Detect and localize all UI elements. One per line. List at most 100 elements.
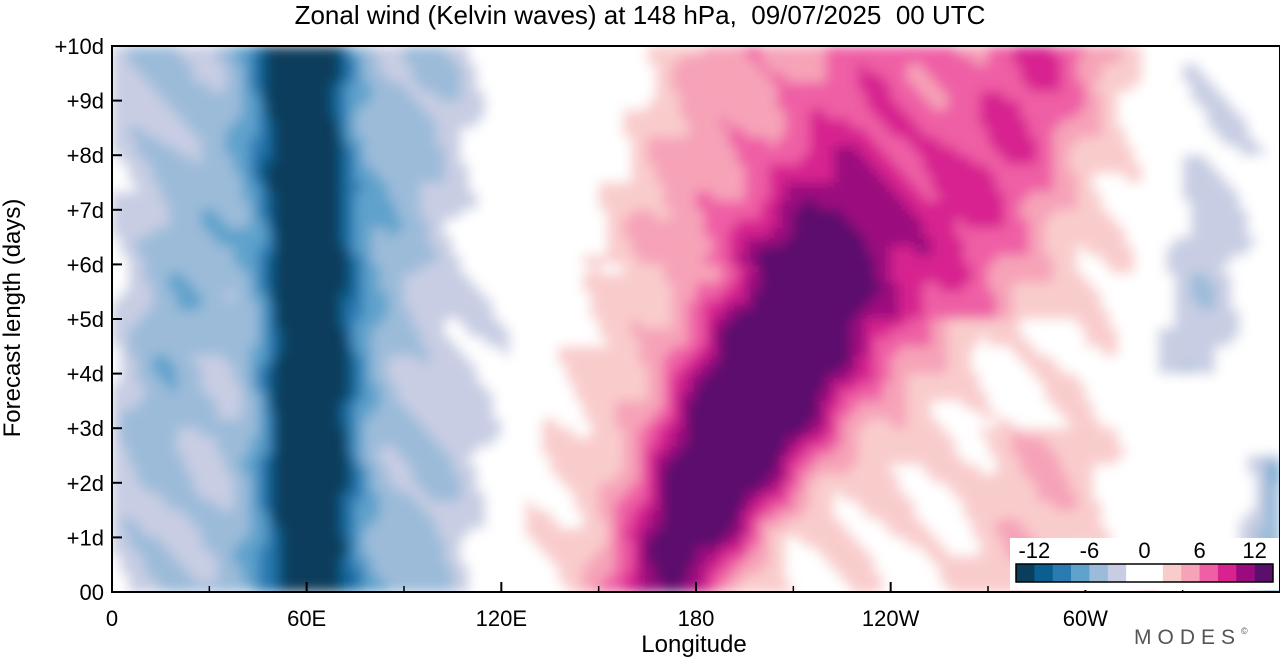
field-cell [1036, 64, 1046, 74]
field-cell [477, 100, 486, 111]
field-cell [793, 109, 803, 120]
field-cell [541, 264, 551, 275]
field-cell [696, 282, 705, 293]
field-cell [176, 173, 186, 184]
field-cell [1190, 337, 1200, 347]
field-cell [671, 200, 681, 211]
field-cell [671, 46, 681, 56]
field-cell [1101, 100, 1111, 111]
field-cell [898, 155, 908, 165]
field-cell [752, 191, 762, 202]
field-cell [1182, 228, 1192, 238]
field-cell [882, 273, 892, 284]
field-cell [152, 73, 162, 83]
field-cell [112, 246, 121, 256]
field-cell [1101, 118, 1111, 129]
field-cell [525, 191, 535, 202]
field-cell [850, 209, 859, 220]
field-cell [1174, 73, 1184, 83]
field-cell [1263, 264, 1273, 275]
field-cell [525, 82, 535, 93]
field-cell [1004, 246, 1013, 256]
field-cell [996, 191, 1005, 202]
field-cell [1052, 91, 1062, 102]
field-cell [931, 182, 940, 193]
field-cell [128, 182, 137, 193]
field-cell [582, 291, 592, 302]
field-cell [290, 355, 300, 366]
field-cell [412, 109, 421, 120]
field-cell [371, 64, 381, 74]
field-cell [420, 146, 429, 156]
field-cell [614, 264, 624, 275]
field-cell [1125, 73, 1135, 83]
field-cell [550, 264, 559, 275]
field-cell [339, 155, 348, 165]
field-cell [663, 264, 673, 275]
field-cell [631, 218, 640, 229]
field-cell [412, 64, 421, 74]
field-cell [825, 200, 835, 211]
field-cell [1158, 319, 1168, 329]
field-cell [306, 46, 316, 56]
field-cell [1101, 246, 1111, 256]
field-cell [639, 137, 648, 147]
field-cell [1271, 237, 1280, 247]
field-cell [1166, 273, 1176, 284]
field-cell [128, 109, 137, 120]
field-cell [996, 182, 1005, 193]
field-cell [833, 264, 843, 275]
field-cell [1158, 237, 1168, 247]
field-cell [266, 319, 275, 329]
field-cell [201, 109, 210, 120]
field-cell [258, 255, 267, 265]
field-cell [623, 319, 632, 329]
field-cell [1061, 173, 1070, 184]
field-cell [1271, 155, 1280, 165]
field-cell [1028, 200, 1038, 211]
field-cell [1158, 309, 1168, 320]
field-cell [760, 55, 770, 65]
field-cell [144, 46, 154, 56]
field-cell [606, 319, 616, 329]
field-cell [1069, 273, 1078, 284]
field-cell [201, 209, 210, 220]
field-cell [120, 218, 129, 229]
field-cell [258, 182, 267, 193]
field-cell [850, 118, 859, 129]
field-cell [1101, 309, 1111, 320]
field-cell [825, 355, 835, 366]
field-cell [533, 319, 543, 329]
field-cell [339, 273, 348, 284]
field-cell [1207, 282, 1216, 293]
field-cell [1085, 228, 1095, 238]
field-cell [566, 228, 575, 238]
field-cell [647, 246, 657, 256]
field-cell [582, 155, 592, 165]
field-cell [420, 137, 429, 147]
field-cell [1271, 200, 1280, 211]
field-cell [1061, 118, 1070, 129]
field-cell [1061, 146, 1070, 156]
field-cell [720, 127, 730, 138]
field-cell [1077, 164, 1086, 174]
field-cell [322, 73, 332, 83]
field-cell [882, 191, 892, 202]
field-cell [509, 118, 519, 129]
field-cell [785, 228, 794, 238]
field-cell [347, 328, 356, 338]
field-cell [671, 127, 681, 138]
field-cell [736, 218, 746, 229]
field-cell [923, 73, 932, 83]
field-cell [931, 164, 940, 174]
field-cell [1182, 64, 1192, 74]
field-cell [412, 300, 421, 311]
field-cell [241, 55, 251, 65]
field-cell [363, 46, 373, 56]
field-cell [1012, 319, 1022, 329]
field-cell [631, 291, 640, 302]
field-cell [598, 255, 608, 265]
field-cell [882, 282, 892, 293]
field-cell [258, 146, 267, 156]
field-cell [1231, 237, 1241, 247]
